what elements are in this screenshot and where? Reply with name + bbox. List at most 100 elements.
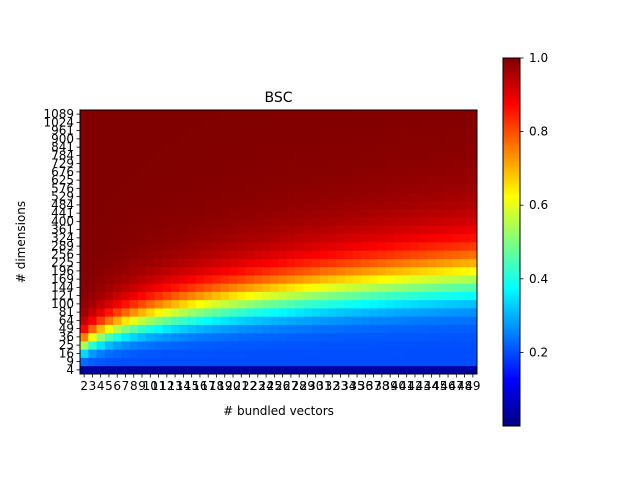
heatmap-cell [162,242,172,251]
heatmap-cell [286,357,296,367]
heatmap-cell [237,134,246,144]
heatmap-cell [179,151,188,160]
heatmap-cell [369,143,379,152]
heatmap-cell [270,291,279,301]
heatmap-cell [220,250,230,259]
heatmap-cell [187,200,197,210]
heatmap-cell [361,126,370,136]
heatmap-cell [129,324,139,334]
heatmap-cell [328,143,337,152]
heatmap-cell [80,250,89,259]
heatmap-cell [237,316,246,325]
heatmap-cell [113,291,122,301]
heatmap-cell [212,151,221,160]
heatmap-cell [179,357,188,367]
heatmap-cell [96,299,106,309]
heatmap-cell [220,349,230,358]
heatmap-cell [311,118,321,127]
x-tick-label: 15 [184,379,199,393]
heatmap-cell [121,151,131,160]
heatmap-cell [121,233,131,243]
heatmap-cell [146,316,155,325]
x-tick-label: 41 [399,379,414,393]
heatmap-cell [443,126,453,136]
heatmap-cell [261,332,271,342]
heatmap-cell [295,151,304,160]
heatmap-cell [352,184,362,193]
heatmap-cell [187,159,197,169]
heatmap-cell [129,110,139,119]
heatmap-cell [427,341,437,350]
heatmap-cell [104,324,114,334]
heatmap-cell [170,308,180,317]
heatmap-cell [228,324,238,334]
heatmap-cell [212,200,221,210]
heatmap-cell [377,291,387,301]
heatmap-cell [204,332,213,342]
heatmap-cell [195,275,205,284]
heatmap-cell [286,118,296,127]
heatmap-cell [435,341,445,350]
heatmap-cell [435,151,445,160]
heatmap-cell [468,176,478,185]
heatmap-cell [104,258,114,268]
heatmap-cell [129,332,139,342]
heatmap-cell [261,110,271,119]
heatmap-cell [88,225,97,235]
heatmap-cell [311,242,321,251]
heatmap-cell [237,299,246,309]
heatmap-cell [427,118,437,127]
heatmap-cell [237,143,246,152]
heatmap-cell [295,159,304,169]
heatmap-cell [336,151,346,160]
heatmap-cell [278,258,288,268]
heatmap-cell [344,110,354,119]
heatmap-cell [245,283,255,292]
heatmap-cell [179,332,188,342]
heatmap-cell [146,266,155,276]
heatmap-cell [319,151,329,160]
heatmap-cell [80,291,89,301]
heatmap-cell [460,283,470,292]
heatmap-cell [311,266,321,276]
heatmap-cell [386,118,395,127]
heatmap-cell [162,176,172,185]
heatmap-cell [278,332,288,342]
heatmap-cell [204,341,213,350]
heatmap-cell [410,167,420,177]
heatmap-cell [237,217,246,226]
heatmap-cell [245,332,255,342]
heatmap-cell [179,167,188,177]
heatmap-cell [394,217,403,226]
heatmap-cell [137,357,147,367]
heatmap-cell [179,200,188,210]
heatmap-cell [154,233,164,243]
heatmap-cell [237,349,246,358]
heatmap-cell [336,217,346,226]
heatmap-cell [369,126,379,136]
heatmap-cell [170,242,180,251]
heatmap-cell [270,143,279,152]
heatmap-cell [394,126,403,136]
heatmap-cell [468,159,478,169]
heatmap-cell [394,349,403,358]
heatmap-cell [452,134,461,144]
heatmap-cell [369,332,379,342]
heatmap-cell [402,159,412,169]
heatmap-cell [220,233,230,243]
heatmap-cell [245,291,255,301]
heatmap-cell [162,349,172,358]
heatmap-cell [104,143,114,152]
heatmap-cell [245,250,255,259]
heatmap-cell [212,365,221,375]
heatmap-cell [261,118,271,127]
heatmap-cell [369,258,379,268]
heatmap-cell [435,365,445,375]
heatmap-cell [154,143,164,152]
heatmap-cell [270,126,279,136]
heatmap-cell [179,134,188,144]
heatmap-cell [328,159,337,169]
heatmap-cell [228,266,238,276]
heatmap-cell [261,126,271,136]
heatmap-cell [419,250,428,259]
